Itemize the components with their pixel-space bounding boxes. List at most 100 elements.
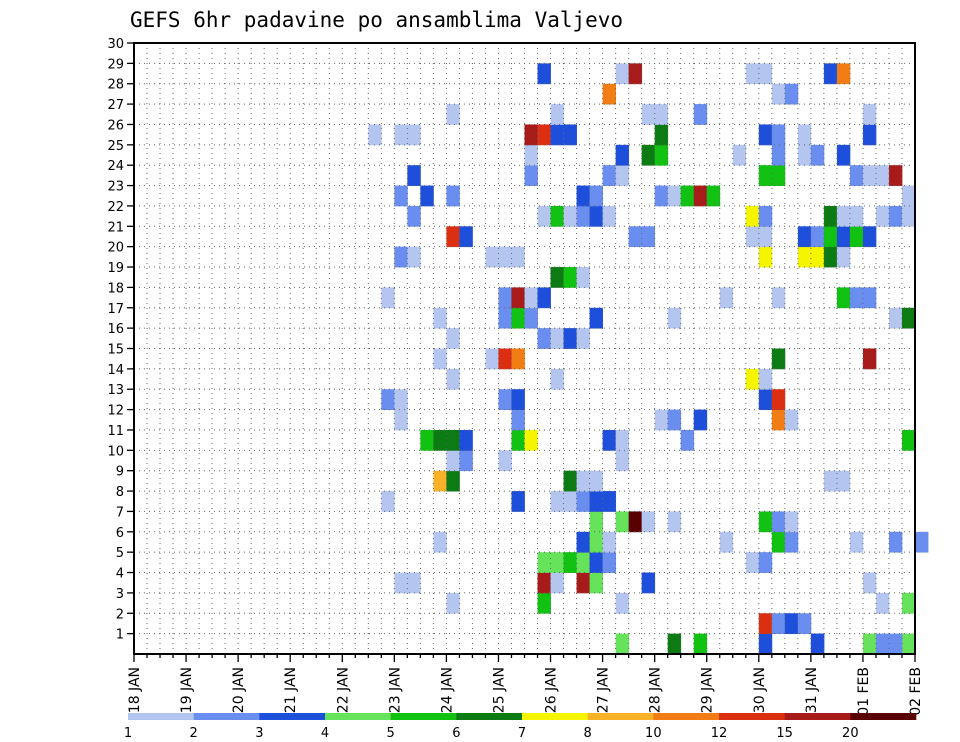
heatmap-cell	[550, 572, 564, 594]
heatmap-cell	[394, 572, 408, 594]
y-tick-label: 8	[116, 485, 124, 500]
heatmap-cell	[576, 572, 590, 594]
heatmap-cell	[836, 144, 851, 166]
heatmap-cell	[862, 287, 877, 309]
heatmap-cell	[862, 633, 877, 655]
heatmap-cell	[810, 633, 825, 655]
heatmap-cell	[537, 328, 551, 349]
heatmap-cell	[511, 348, 525, 370]
heatmap-cell	[368, 124, 382, 146]
y-tick-label: 6	[116, 526, 124, 541]
heatmap-cell	[498, 287, 512, 309]
y-tick-label: 12	[107, 404, 124, 419]
heatmap-cell	[823, 246, 838, 268]
heatmap-cell	[407, 205, 421, 227]
heatmap-cell	[836, 287, 851, 309]
heatmap-cell	[667, 409, 682, 431]
heatmap-cell	[446, 429, 460, 451]
heatmap-cell	[849, 531, 864, 553]
x-tick-label: 18 JAN	[127, 667, 143, 713]
y-tick-label: 5	[116, 546, 124, 561]
heatmap-cell	[459, 226, 473, 248]
heatmap-cell	[823, 470, 838, 492]
legend-label: 8	[584, 726, 592, 741]
y-tick-label: 11	[107, 424, 124, 439]
heatmap-cell	[901, 205, 916, 227]
y-tick-label: 18	[107, 281, 124, 296]
heatmap-cell	[771, 511, 786, 533]
heatmap-cell	[589, 552, 603, 573]
heatmap-cell	[589, 185, 603, 207]
heatmap-cell	[433, 470, 447, 492]
heatmap-cell	[849, 205, 864, 227]
heatmap-cell	[615, 144, 630, 166]
heatmap-cell	[576, 491, 590, 512]
y-tick-label: 22	[107, 200, 124, 215]
chart-title: GEFS 6hr padavine po ansamblima Valjevo	[130, 8, 623, 32]
heatmap-cell	[589, 572, 603, 594]
heatmap-cell	[758, 613, 773, 635]
heatmap-cell	[706, 185, 721, 207]
heatmap-cell	[394, 185, 408, 207]
x-tick-label: 30 JAN	[752, 667, 768, 713]
x-tick-label: 19 JAN	[179, 667, 195, 713]
legend-label: 1	[124, 726, 132, 741]
heatmap-cell	[498, 246, 512, 268]
legend-label: 5	[387, 726, 395, 741]
y-tick-label: 14	[107, 363, 124, 378]
heatmap-cell	[511, 307, 525, 329]
heatmap-cell	[667, 307, 682, 329]
heatmap-cell	[589, 511, 603, 533]
legend-swatch	[784, 713, 851, 720]
heatmap-cell	[511, 389, 525, 410]
heatmap-cell	[836, 226, 851, 248]
heatmap-cell	[641, 104, 656, 125]
heatmap-cell	[433, 348, 447, 370]
heatmap-cell	[693, 104, 708, 125]
y-tick-label: 28	[107, 78, 124, 93]
heatmap-cell	[498, 450, 512, 472]
heatmap-cell	[537, 287, 551, 309]
legend-swatch	[522, 713, 588, 720]
heatmap-cell	[511, 429, 525, 451]
heatmap-cell	[446, 185, 460, 207]
heatmap-cell	[784, 613, 799, 635]
heatmap-cell	[875, 592, 890, 614]
heatmap-cell	[602, 531, 617, 553]
heatmap-cell	[420, 429, 434, 451]
legend-swatch	[128, 713, 194, 720]
heatmap-cell	[758, 124, 773, 146]
legend-swatch	[390, 713, 457, 720]
heatmap-cell	[797, 613, 812, 635]
heatmap-cell	[602, 552, 617, 573]
legend-label: 7	[518, 726, 526, 741]
heatmap-cell	[446, 592, 460, 614]
y-tick-label: 19	[107, 261, 124, 276]
heatmap-cell	[758, 389, 773, 410]
x-tick-label: 22 JAN	[335, 667, 351, 713]
heatmap-cell	[615, 450, 630, 472]
legend-label: 20	[842, 726, 859, 741]
x-tick-label: 24 JAN	[439, 667, 455, 713]
heatmap-cell	[745, 226, 760, 248]
y-tick-label: 15	[107, 343, 124, 358]
x-tick-label: 01 FEB	[856, 667, 872, 716]
heatmap-cell	[576, 185, 590, 207]
heatmap-cell	[615, 429, 630, 451]
heatmap-cell	[550, 368, 564, 390]
heatmap-cell	[758, 165, 773, 186]
legend-label: 2	[190, 726, 198, 741]
y-tick-label: 3	[116, 587, 124, 602]
heatmap-cell	[823, 226, 838, 248]
heatmap-cell	[589, 307, 603, 329]
y-tick-label: 17	[107, 302, 124, 317]
x-tick-label: 31 JAN	[804, 667, 820, 713]
heatmap-cell	[576, 552, 590, 573]
legend-label: 3	[255, 726, 263, 741]
legend-label: 12	[711, 726, 728, 741]
heatmap-cell	[537, 124, 551, 146]
heatmap-cell	[810, 226, 825, 248]
heatmap-cell	[459, 429, 473, 451]
heatmap-cell	[589, 470, 603, 492]
y-tick-label: 16	[107, 322, 124, 337]
